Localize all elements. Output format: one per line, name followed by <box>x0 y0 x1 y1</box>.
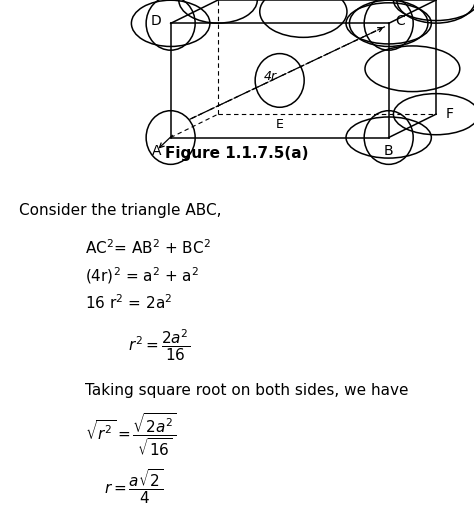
Text: $r = \dfrac{a\sqrt{2}}{4}$: $r = \dfrac{a\sqrt{2}}{4}$ <box>104 468 164 507</box>
Text: $\sqrt{r^2} = \dfrac{\sqrt{2a^2}}{\sqrt{16}}$: $\sqrt{r^2} = \dfrac{\sqrt{2a^2}}{\sqrt{… <box>85 412 177 458</box>
Text: D: D <box>151 14 162 28</box>
Text: E: E <box>276 118 283 131</box>
Text: Taking square root on both sides, we have: Taking square root on both sides, we hav… <box>85 383 409 398</box>
Text: Figure 1.1.7.5(a): Figure 1.1.7.5(a) <box>165 146 309 160</box>
Text: $r^2 = \dfrac{2a^2}{16}$: $r^2 = \dfrac{2a^2}{16}$ <box>128 327 190 363</box>
Text: A: A <box>152 144 161 157</box>
Text: B: B <box>384 144 393 157</box>
Text: F: F <box>446 107 453 121</box>
Text: 16 r$^2$ = 2a$^2$: 16 r$^2$ = 2a$^2$ <box>85 294 173 312</box>
Text: H: H <box>443 0 453 1</box>
Text: 4r: 4r <box>264 70 277 83</box>
Text: AC$^2$= AB$^2$ + BC$^2$: AC$^2$= AB$^2$ + BC$^2$ <box>85 239 211 257</box>
Text: Consider the triangle ABC,: Consider the triangle ABC, <box>19 202 221 217</box>
Text: C: C <box>396 14 405 28</box>
Text: (4r)$^2$ = a$^2$ + a$^2$: (4r)$^2$ = a$^2$ + a$^2$ <box>85 266 200 286</box>
